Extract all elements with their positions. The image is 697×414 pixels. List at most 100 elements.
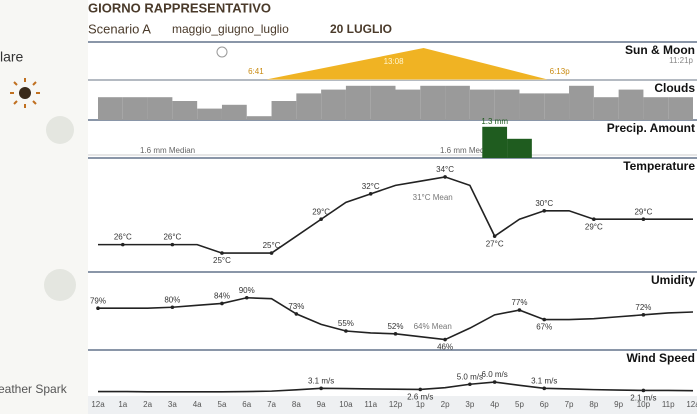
value-label: 72% (635, 303, 651, 312)
x-tick-label: 11a (364, 400, 377, 409)
value-label: 67% (536, 323, 552, 332)
x-tick-label: 10p (637, 400, 651, 409)
value-label: 3.1 m/s (308, 376, 334, 385)
x-tick-label: 2a (143, 400, 152, 409)
point (518, 308, 522, 312)
weather-chart: lare eather Spark GIORNO RAPPRESENTATIVO… (0, 0, 697, 414)
x-tick-label: 2p (441, 400, 450, 409)
x-tick-label: 3a (168, 400, 177, 409)
value-label: 26°C (163, 233, 181, 242)
x-tick-label: 4a (193, 400, 202, 409)
x-tick-label: 5a (218, 400, 227, 409)
page-title: GIORNO RAPPRESENTATIVO (88, 0, 271, 15)
point (542, 209, 546, 213)
point (443, 338, 447, 342)
value-label: 52% (387, 322, 403, 331)
value-label: 79% (90, 296, 106, 305)
cloud-bar (495, 90, 520, 120)
point (642, 217, 646, 221)
cloud-bar (544, 93, 569, 120)
cloud-bar (668, 97, 693, 120)
panel-title: Precip. Amount (607, 121, 695, 135)
value-label: 55% (338, 319, 354, 328)
x-tick-label: 9p (614, 400, 623, 409)
point (369, 192, 373, 196)
cloud-bar (247, 116, 272, 120)
period: maggio_giugno_luglio (172, 22, 289, 36)
panel-title: Clouds (654, 81, 695, 95)
value-label: 80% (164, 295, 180, 304)
date: 20 LUGLIO (330, 22, 392, 36)
value-label: 5.0 m/s (457, 372, 483, 381)
x-tick-label: 11p (662, 400, 675, 409)
x-tick-label: 9a (317, 400, 326, 409)
value-label: 46% (437, 343, 453, 352)
cloud-bar (619, 90, 644, 120)
x-tick-label: 12p (389, 400, 403, 409)
value-label: 27°C (486, 239, 504, 248)
sunrise-label: 6:41 (248, 67, 264, 76)
decor (44, 269, 76, 301)
cloud-bar (197, 109, 222, 120)
precip-bar (507, 139, 532, 158)
cloud-bar (519, 93, 544, 120)
x-tick-label: 1a (118, 400, 127, 409)
point (220, 251, 224, 255)
precip-label: 1.3 mm (481, 117, 508, 126)
point (592, 217, 596, 221)
x-tick-label: 3p (465, 400, 474, 409)
point (468, 382, 472, 386)
x-tick-label: 7p (565, 400, 574, 409)
cloud-bar (222, 105, 247, 120)
point (121, 243, 125, 247)
precip-bar (482, 127, 507, 158)
cloud-bar (420, 86, 445, 120)
background (0, 0, 697, 414)
value-label: 29°C (585, 222, 603, 231)
value-label: 25°C (263, 241, 281, 250)
point (443, 175, 447, 179)
value-label: 30°C (535, 199, 553, 208)
sidebar-label: lare (0, 49, 24, 65)
x-tick-label: 4p (490, 400, 499, 409)
value-label: 90% (239, 286, 255, 295)
cloud-bar (371, 86, 396, 120)
cloud-bar (272, 101, 297, 120)
point (319, 387, 323, 391)
value-label: 25°C (213, 256, 231, 265)
cloud-bar (123, 97, 148, 120)
point (270, 251, 274, 255)
point (493, 380, 497, 384)
point (220, 302, 224, 306)
point (245, 296, 249, 300)
x-tick-label: 12a (686, 400, 697, 409)
sun-icon (19, 87, 31, 99)
cloud-bar (445, 86, 470, 120)
scenario: Scenario A (88, 21, 151, 36)
x-tick-label: 10a (339, 400, 353, 409)
value-label: 29°C (634, 207, 652, 216)
value-label: 6.0 m/s (482, 370, 508, 379)
decor (46, 116, 74, 144)
noon-label: 13:08 (384, 57, 405, 66)
brand: eather Spark (0, 382, 68, 396)
point (493, 234, 497, 238)
x-tick-label: 6p (540, 400, 549, 409)
x-tick-label: 7a (267, 400, 276, 409)
point (319, 217, 323, 221)
point (394, 332, 398, 336)
panel-title: Sun & Moon (625, 43, 695, 57)
cloud-bar (148, 97, 173, 120)
x-tick-label: 5p (515, 400, 524, 409)
point (96, 306, 100, 310)
point (171, 305, 175, 309)
moon (217, 47, 227, 57)
x-tick-label: 6a (242, 400, 251, 409)
sunset-label: 6:13p (550, 67, 571, 76)
value-label: 73% (288, 302, 304, 311)
mean-label: 31°C Mean (413, 193, 453, 202)
value-label: 34°C (436, 165, 454, 174)
cloud-bar (569, 86, 594, 120)
median-label: 1.6 mm Median (140, 146, 195, 155)
x-tick-label: 8p (589, 400, 598, 409)
